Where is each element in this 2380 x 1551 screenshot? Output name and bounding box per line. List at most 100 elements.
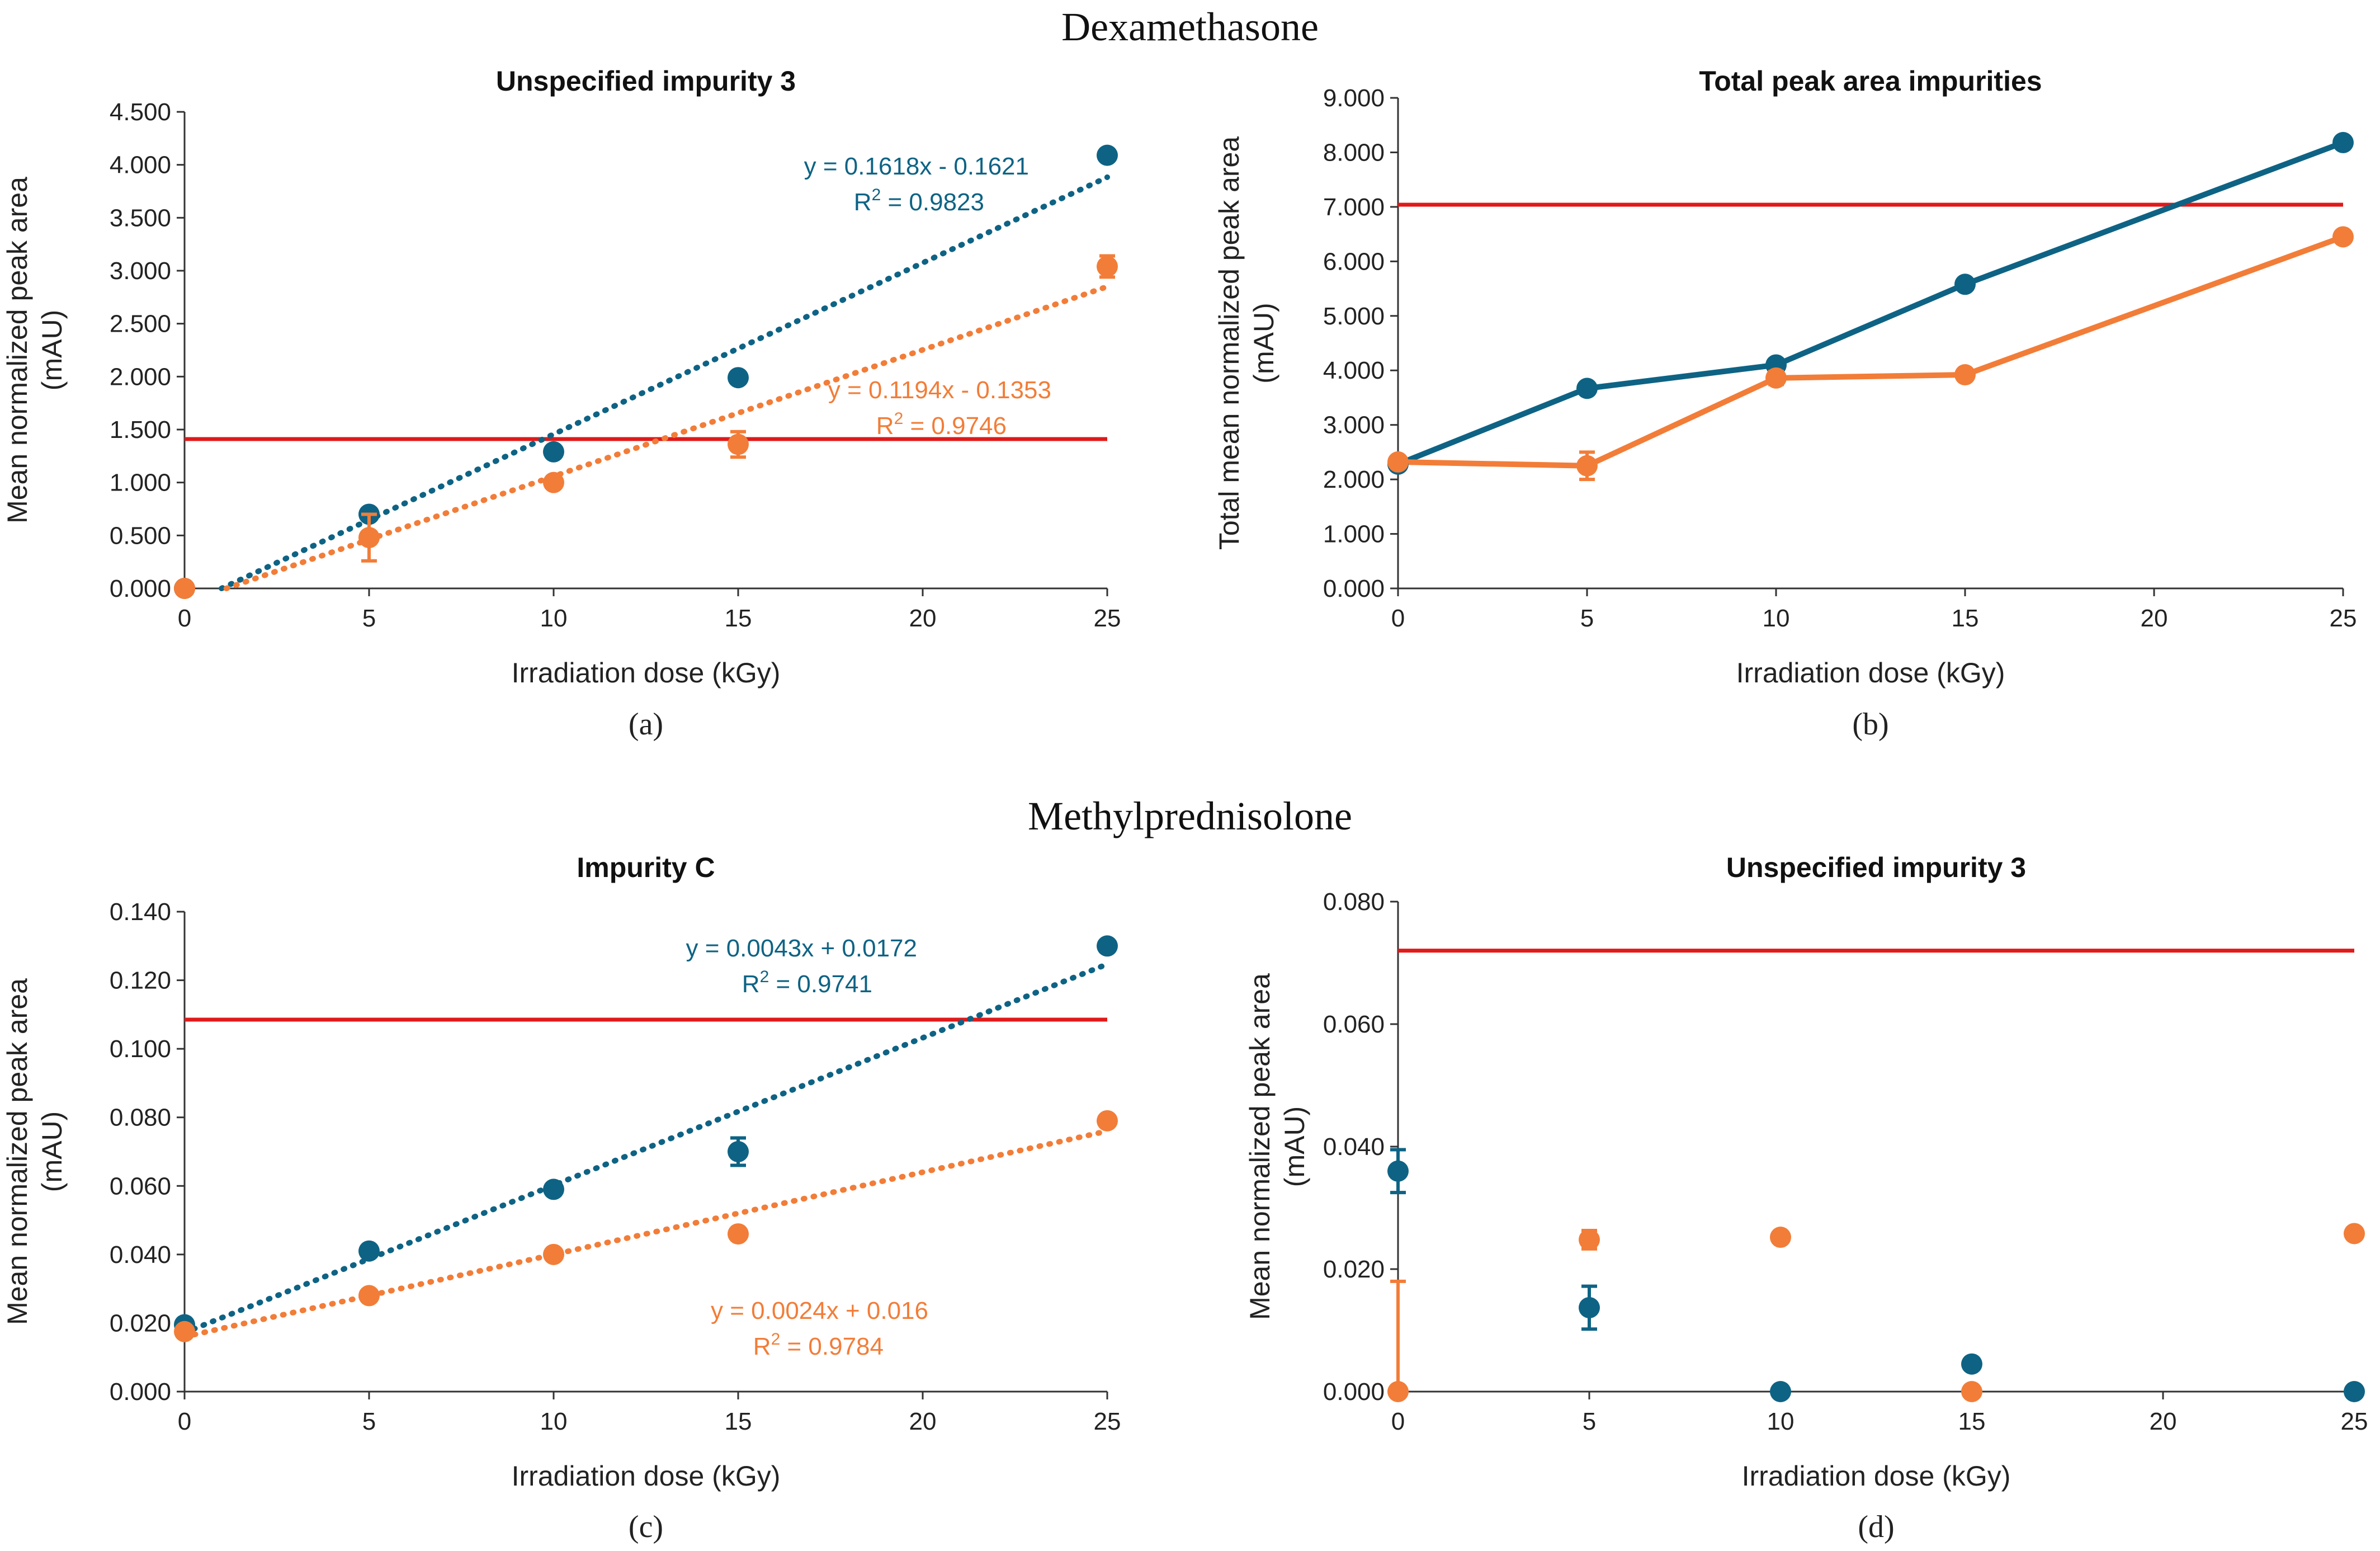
data-point-blue — [1576, 378, 1598, 399]
y-tick-label: 4.000 — [1323, 357, 1385, 384]
chart-panel-a: Unspecified impurity 3 0.000 0.500 1.000 1.5… — [2, 65, 1121, 742]
y-tick-label: 2.000 — [110, 363, 171, 390]
panel-caption: (b) — [1852, 707, 1888, 742]
y-axis-label: Mean normalized peak area (mAU) — [2, 177, 68, 524]
x-axis-label: Irradiation dose (kGy) — [1736, 657, 2005, 689]
y-tick-label: 0.040 — [1323, 1133, 1385, 1161]
data-point-orange — [543, 472, 564, 493]
data-point-blue — [1097, 935, 1118, 957]
x-tick-label: 15 — [725, 605, 752, 632]
y-tick-label: 2.500 — [110, 310, 171, 338]
x-tick-label: 10 — [540, 1408, 568, 1435]
data-point-blue — [1097, 144, 1118, 166]
data-point-blue — [728, 367, 749, 389]
trend-equation-orange: y = 0.0024x + 0.016 — [711, 1297, 928, 1324]
x-tick-label: 5 — [362, 605, 376, 632]
x-tick-label: 20 — [2150, 1408, 2177, 1435]
data-point-orange — [1579, 1229, 1600, 1251]
data-point-orange — [358, 527, 380, 549]
y-tick-label: 0.500 — [110, 522, 171, 549]
data-point-orange — [1961, 1381, 1982, 1402]
y-tick-label: 3.000 — [110, 257, 171, 285]
y-tick-label: 0.000 — [110, 1378, 171, 1406]
x-tick-label: 15 — [1952, 605, 1979, 632]
trend-equation-blue: y = 0.1618x - 0.1621 — [804, 153, 1029, 180]
y-axis-label-line: Total mean normalized peak area — [1213, 136, 1245, 550]
data-point-blue — [2332, 131, 2354, 153]
y-axis-label: Total mean normalized peak area (mAU) — [1213, 136, 1279, 550]
data-point-orange — [728, 433, 749, 455]
chart-panel-d: Unspecified impurity 3 0.000 0.020 0.040 0.0… — [1244, 852, 2368, 1544]
trend-r2-orange: R2 = 0.9784 — [753, 1330, 884, 1360]
x-tick-label: 0 — [178, 1408, 191, 1435]
y-axis-label-line: Mean normalized peak area — [2, 177, 33, 524]
x-tick-label: 5 — [1583, 1408, 1596, 1435]
x-tick-label: 20 — [2141, 605, 2168, 632]
trend-r2-part: R — [753, 1333, 771, 1360]
trend-r2-part: = 0.9746 — [903, 412, 1007, 440]
data-point-blue — [1579, 1297, 1600, 1318]
trend-equation-orange: y = 0.1194x - 0.1353 — [828, 376, 1051, 404]
trend-r2-part: R — [876, 412, 894, 440]
data-point-blue — [1961, 1353, 1982, 1375]
y-tick-label: 3.500 — [110, 204, 171, 232]
data-point-blue — [358, 1240, 380, 1262]
data-point-blue — [1387, 1160, 1409, 1182]
y-axis-label-line: (mAU) — [1279, 1106, 1310, 1187]
y-tick-label: 0.020 — [1323, 1256, 1385, 1283]
series-line-blue — [1397, 140, 2344, 467]
y-tick-label: 0.060 — [110, 1172, 171, 1200]
y-tick-label: 0.000 — [1323, 1378, 1385, 1406]
trend-r2-orange: R2 = 0.9746 — [876, 409, 1007, 440]
y-tick-label: 0.000 — [1323, 575, 1385, 602]
y-tick-label: 9.000 — [1323, 84, 1385, 112]
trend-r2-blue: R2 = 0.9823 — [854, 186, 984, 216]
trendline-orange — [182, 1128, 1110, 1340]
y-tick-label: 0.020 — [110, 1309, 171, 1337]
data-point-orange — [543, 1243, 564, 1265]
data-point-orange — [1770, 1227, 1791, 1248]
trendline-orange — [223, 284, 1110, 591]
x-tick-label: 0 — [1391, 605, 1405, 632]
y-tick-label: 7.000 — [1323, 194, 1385, 221]
x-tick-label: 25 — [1094, 605, 1121, 632]
x-tick-label: 25 — [2330, 605, 2357, 632]
y-axis-label-line: (mAU) — [36, 310, 68, 390]
chart-title: Total peak area impurities — [1699, 65, 2042, 97]
x-tick-label: 10 — [540, 605, 568, 632]
y-tick-label: 0.120 — [110, 967, 171, 994]
x-axis-label: Irradiation dose (kGy) — [512, 657, 781, 689]
y-tick-label: 0.140 — [110, 898, 171, 926]
trend-r2-part: = 0.9784 — [780, 1333, 884, 1360]
panel-caption: (d) — [1858, 1510, 1894, 1544]
x-tick-label: 5 — [1580, 605, 1594, 632]
panel-caption: (c) — [629, 1510, 663, 1544]
x-tick-label: 20 — [909, 605, 937, 632]
y-tick-label: 0.060 — [1323, 1011, 1385, 1038]
x-tick-label: 0 — [1391, 1408, 1405, 1435]
x-tick-label: 5 — [362, 1408, 376, 1435]
chart-title: Impurity C — [577, 852, 715, 883]
y-tick-label: 0.040 — [110, 1241, 171, 1269]
y-tick-label: 1.500 — [110, 416, 171, 444]
y-tick-label: 1.000 — [1323, 521, 1385, 548]
data-point-orange — [1097, 256, 1118, 277]
trendline-blue — [182, 961, 1110, 1336]
y-axis-label-line: Mean normalized peak area — [1244, 973, 1276, 1320]
x-tick-label: 25 — [2341, 1408, 2368, 1435]
data-point-blue — [728, 1141, 749, 1162]
data-point-orange — [1765, 367, 1787, 389]
data-point-orange — [1387, 1381, 1409, 1402]
data-point-orange — [174, 1321, 195, 1342]
y-tick-label: 0.080 — [110, 1104, 171, 1132]
y-tick-label: 4.500 — [110, 98, 171, 126]
y-tick-label: 1.000 — [110, 469, 171, 497]
data-point-blue — [543, 1178, 564, 1200]
data-point-orange — [2344, 1223, 2365, 1244]
trend-r2-part: R — [854, 188, 872, 216]
y-tick-label: 6.000 — [1323, 248, 1385, 275]
panel-caption: (a) — [629, 707, 663, 742]
x-tick-label: 10 — [1767, 1408, 1795, 1435]
data-point-blue — [543, 441, 564, 463]
